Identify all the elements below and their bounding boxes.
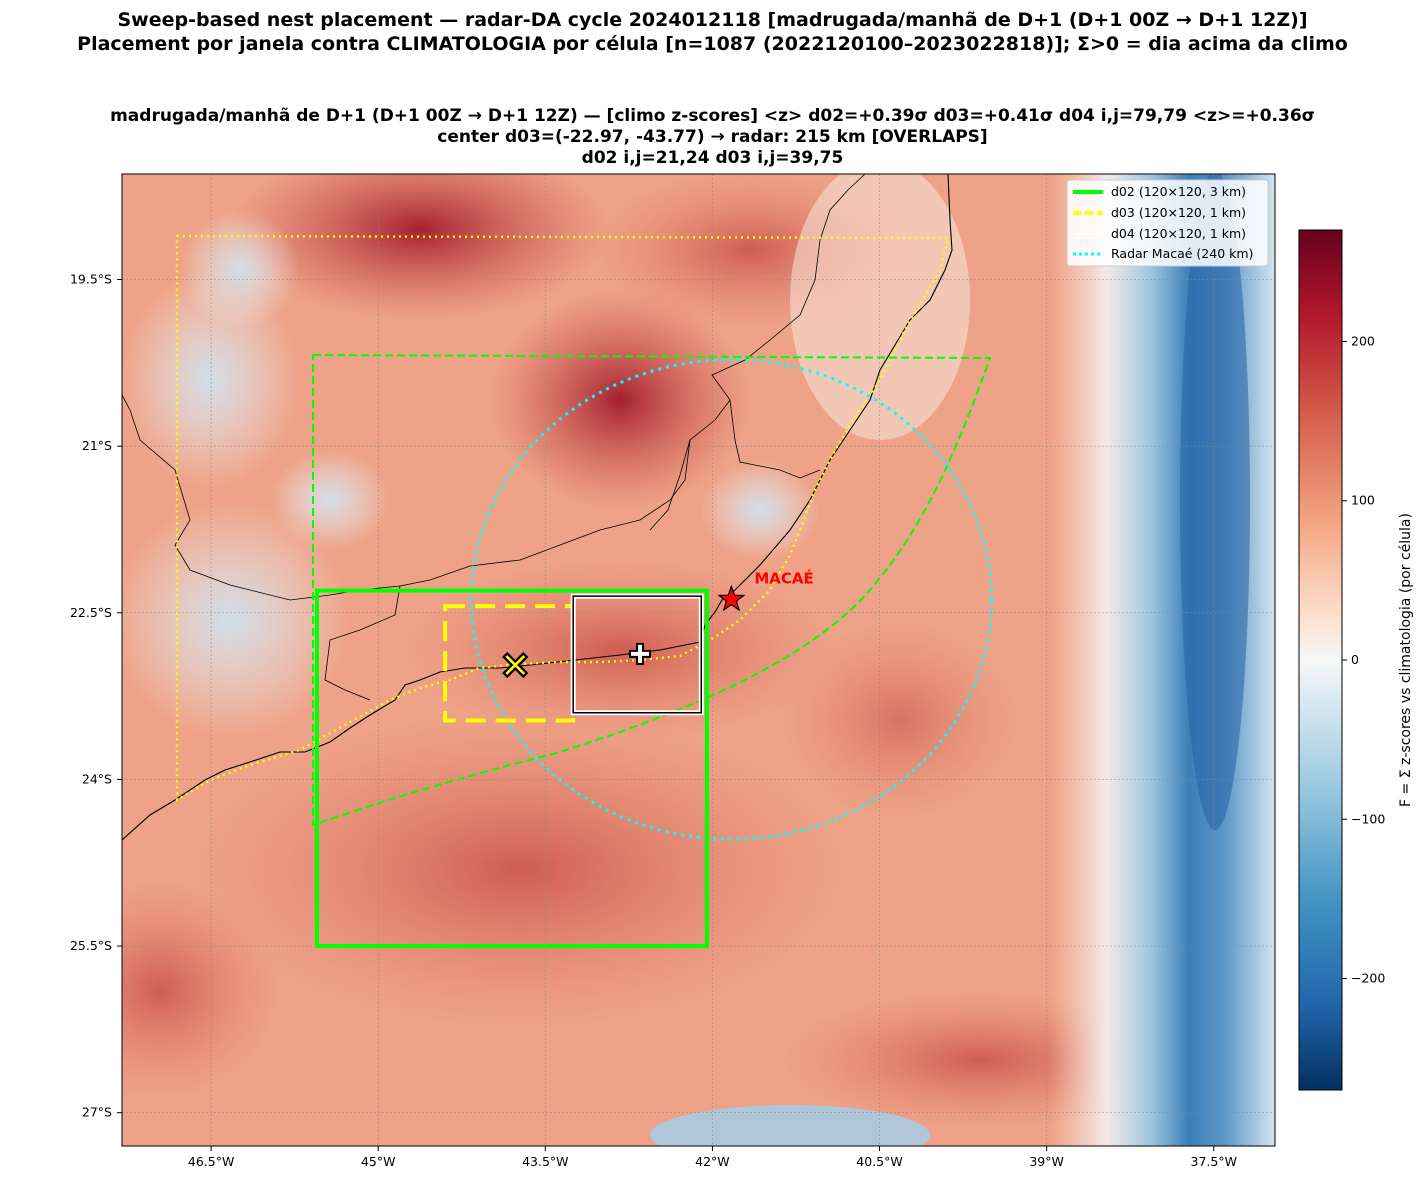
y-tick-label: 25.5°S (70, 938, 112, 953)
y-tick-label: 24°S (82, 771, 112, 786)
colorbar-tick-label: −100 (1351, 811, 1385, 826)
colorbar-tick-label: 0 (1351, 652, 1359, 667)
x-axis-ticks: 46.5°W 45°W 43.5°W 42°W 40.5°W 39°W 37.5°W (188, 1146, 1237, 1169)
colorbar-ticks: −200 −100 0 100 200 (1342, 333, 1385, 986)
legend: d02 (120×120, 3 km) d03 (120×120, 1 km) … (1066, 179, 1269, 267)
axes-title-line-2: center d03=(-22.97, -43.77) → radar: 215… (437, 127, 988, 147)
colorbar-tick-label: 100 (1351, 493, 1375, 508)
legend-d04-label: d04 (120×120, 1 km) (1111, 226, 1246, 241)
radar-star-icon (717, 584, 746, 612)
y-axis-ticks: 19.5°S 21°S 22.5°S 24°S 25.5°S 27°S (70, 272, 122, 1120)
d03-sweep-envelope (175, 234, 950, 803)
legend-d02-label: d02 (120×120, 3 km) (1111, 184, 1246, 199)
x-tick-label: 45°W (361, 1154, 396, 1169)
y-tick-label: 27°S (82, 1105, 112, 1120)
colorbar-tick-label: 200 (1351, 333, 1375, 348)
axes-title-line-1: madrugada/manhã de D+1 (D+1 00Z → D+1 12… (110, 106, 1315, 126)
radar-label: MACAÉ (754, 568, 813, 587)
d04-center-plus-marker (629, 642, 652, 665)
x-tick-label: 39°W (1029, 1154, 1064, 1169)
x-tick-label: 42°W (695, 1154, 730, 1169)
y-tick-label: 22.5°S (70, 605, 112, 620)
legend-d03-label: d03 (120×120, 1 km) (1111, 205, 1246, 220)
x-tick-label: 40.5°W (856, 1154, 902, 1169)
x-tick-label: 43.5°W (522, 1154, 568, 1169)
figure-title-line-2: Placement por janela contra CLIMATOLOGIA… (77, 33, 1348, 55)
colorbar-gradient (1298, 229, 1343, 1091)
d04-domain-box (572, 595, 703, 714)
legend-radar-label: Radar Macaé (240 km) (1111, 246, 1253, 261)
y-tick-label: 19.5°S (70, 272, 112, 287)
x-tick-label: 46.5°W (188, 1154, 234, 1169)
figure-title-line-1: Sweep-based nest placement — radar-DA cy… (117, 9, 1308, 31)
map-grid (122, 174, 1275, 1146)
colorbar: −200 −100 0 100 200 F = Σ z-scores vs climat… (1298, 229, 1414, 1091)
d02-domain-box (314, 588, 709, 949)
axes-title-line-3: d02 i,j=21,24 d03 i,j=39,75 (581, 148, 844, 168)
d03-center-x-marker (502, 651, 529, 679)
z-score-field (122, 174, 1275, 1146)
colorbar-label: F = Σ z-scores vs climatologia (por célu… (1398, 513, 1414, 807)
y-tick-label: 21°S (82, 438, 112, 453)
radar-range-ring (469, 358, 993, 841)
x-tick-label: 37.5°W (1191, 1154, 1237, 1169)
colorbar-tick-label: −200 (1351, 971, 1385, 986)
map-frame (121, 173, 1276, 1147)
